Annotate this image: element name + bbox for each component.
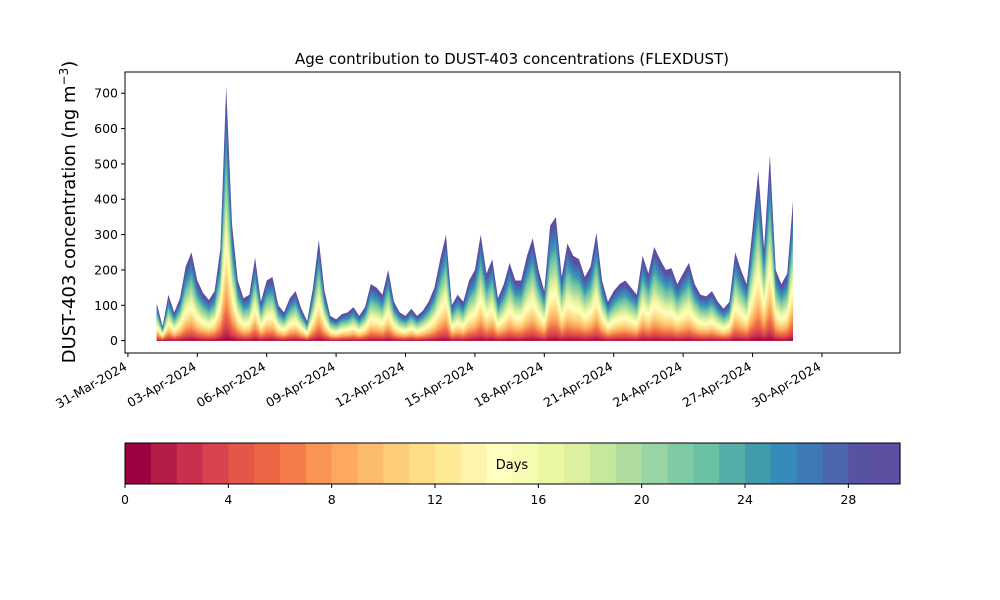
colorbar-tick-label: 20	[634, 492, 650, 507]
colorbar-ticks: 0 4 8 12 16 20 24 28	[121, 484, 856, 507]
age-area-day-2	[156, 329, 794, 341]
colorbar-tick-label: 0	[121, 492, 129, 507]
colorbar-bin	[125, 443, 152, 484]
y-axis-label-main: DUST-403 concentration (ng m	[59, 85, 80, 363]
colorbar-bin	[564, 443, 591, 484]
age-area-day-0	[156, 338, 794, 341]
colorbar-bin	[228, 443, 255, 484]
colorbar-label: Days	[496, 458, 529, 473]
colorbar-bin	[848, 443, 875, 484]
colorbar-bin	[357, 443, 384, 484]
colorbar-bin	[822, 443, 849, 484]
colorbar-frame	[124, 442, 901, 485]
x-tick-label: 30-Apr-2024	[749, 359, 823, 411]
colorbar-bin	[874, 443, 901, 484]
y-tick-label: 600	[94, 121, 118, 136]
colorbar-bin	[719, 443, 746, 484]
colorbar-bin	[693, 443, 720, 484]
y-tick-label: 300	[94, 227, 118, 242]
age-area-day-5	[156, 311, 794, 341]
x-tick-label: 15-Apr-2024	[402, 359, 476, 411]
x-tick-label: 18-Apr-2024	[471, 359, 545, 411]
chart-title: Age contribution to DUST-403 concentrati…	[295, 50, 729, 68]
y-tick-label: 700	[94, 86, 118, 101]
colorbar-bin	[796, 443, 824, 484]
colorbar-bin	[409, 443, 436, 484]
age-area-day-6	[156, 304, 794, 341]
colorbar-tick-label: 8	[328, 492, 336, 507]
plot-area: 0 100 200 300 400 500 600 700 31-Mar-202403-Apr…	[53, 71, 901, 411]
colorbar: Days 0 4 8 12 16 20 24 28	[121, 442, 901, 507]
colorbar-bin	[667, 443, 694, 484]
age-area-day-1	[156, 334, 794, 341]
colorbar-bin	[280, 443, 307, 484]
colorbar-tick-label: 16	[530, 492, 546, 507]
x-tick-label: 09-Apr-2024	[263, 359, 337, 411]
colorbar-bin	[615, 443, 643, 484]
colorbar-bin	[460, 443, 488, 484]
age-area-day-3	[156, 323, 794, 341]
x-axis-ticks: 31-Mar-202403-Apr-202406-Apr-202409-Apr-…	[53, 353, 823, 411]
colorbar-bin	[538, 443, 565, 484]
y-axis-label: DUST-403 concentration (ng m−3)	[57, 61, 80, 364]
colorbar-bins	[125, 443, 901, 484]
y-axis-ticks: 0 100 200 300 400 500 600 700	[94, 86, 125, 348]
x-tick-label: 21-Apr-2024	[541, 359, 615, 411]
age-area-day-4	[156, 318, 794, 341]
colorbar-tick-label: 4	[224, 492, 232, 507]
colorbar-bin	[590, 443, 617, 484]
y-tick-label: 400	[94, 192, 118, 207]
colorbar-bin	[435, 443, 462, 484]
colorbar-bin	[745, 443, 772, 484]
colorbar-bin	[641, 443, 669, 484]
x-tick-label: 27-Apr-2024	[680, 359, 754, 411]
colorbar-tick-label: 24	[737, 492, 753, 507]
colorbar-bin	[305, 443, 333, 484]
y-tick-label: 100	[94, 298, 118, 313]
colorbar-tick-label: 12	[427, 492, 443, 507]
x-tick-label: 31-Mar-2024	[53, 359, 129, 412]
x-tick-label: 06-Apr-2024	[194, 359, 268, 411]
colorbar-bin	[486, 443, 514, 484]
colorbar-bin	[331, 443, 359, 484]
colorbar-bin	[770, 443, 798, 484]
x-tick-label: 24-Apr-2024	[610, 359, 684, 411]
colorbar-bin	[512, 443, 539, 484]
colorbar-bin	[150, 443, 178, 484]
y-axis-label-close: )	[59, 61, 80, 68]
colorbar-bin	[383, 443, 410, 484]
y-tick-label: 500	[94, 156, 118, 171]
y-tick-label: 0	[110, 333, 118, 348]
colorbar-bin	[176, 443, 204, 484]
x-tick-label: 03-Apr-2024	[124, 359, 198, 411]
x-tick-label: 12-Apr-2024	[333, 359, 407, 411]
colorbar-bin	[202, 443, 229, 484]
axes-frame	[124, 71, 901, 354]
colorbar-bin	[254, 443, 281, 484]
stacked-areas	[156, 86, 794, 341]
y-axis-label-superscript: −3	[57, 68, 71, 86]
colorbar-tick-label: 28	[840, 492, 856, 507]
y-tick-label: 200	[94, 262, 118, 277]
